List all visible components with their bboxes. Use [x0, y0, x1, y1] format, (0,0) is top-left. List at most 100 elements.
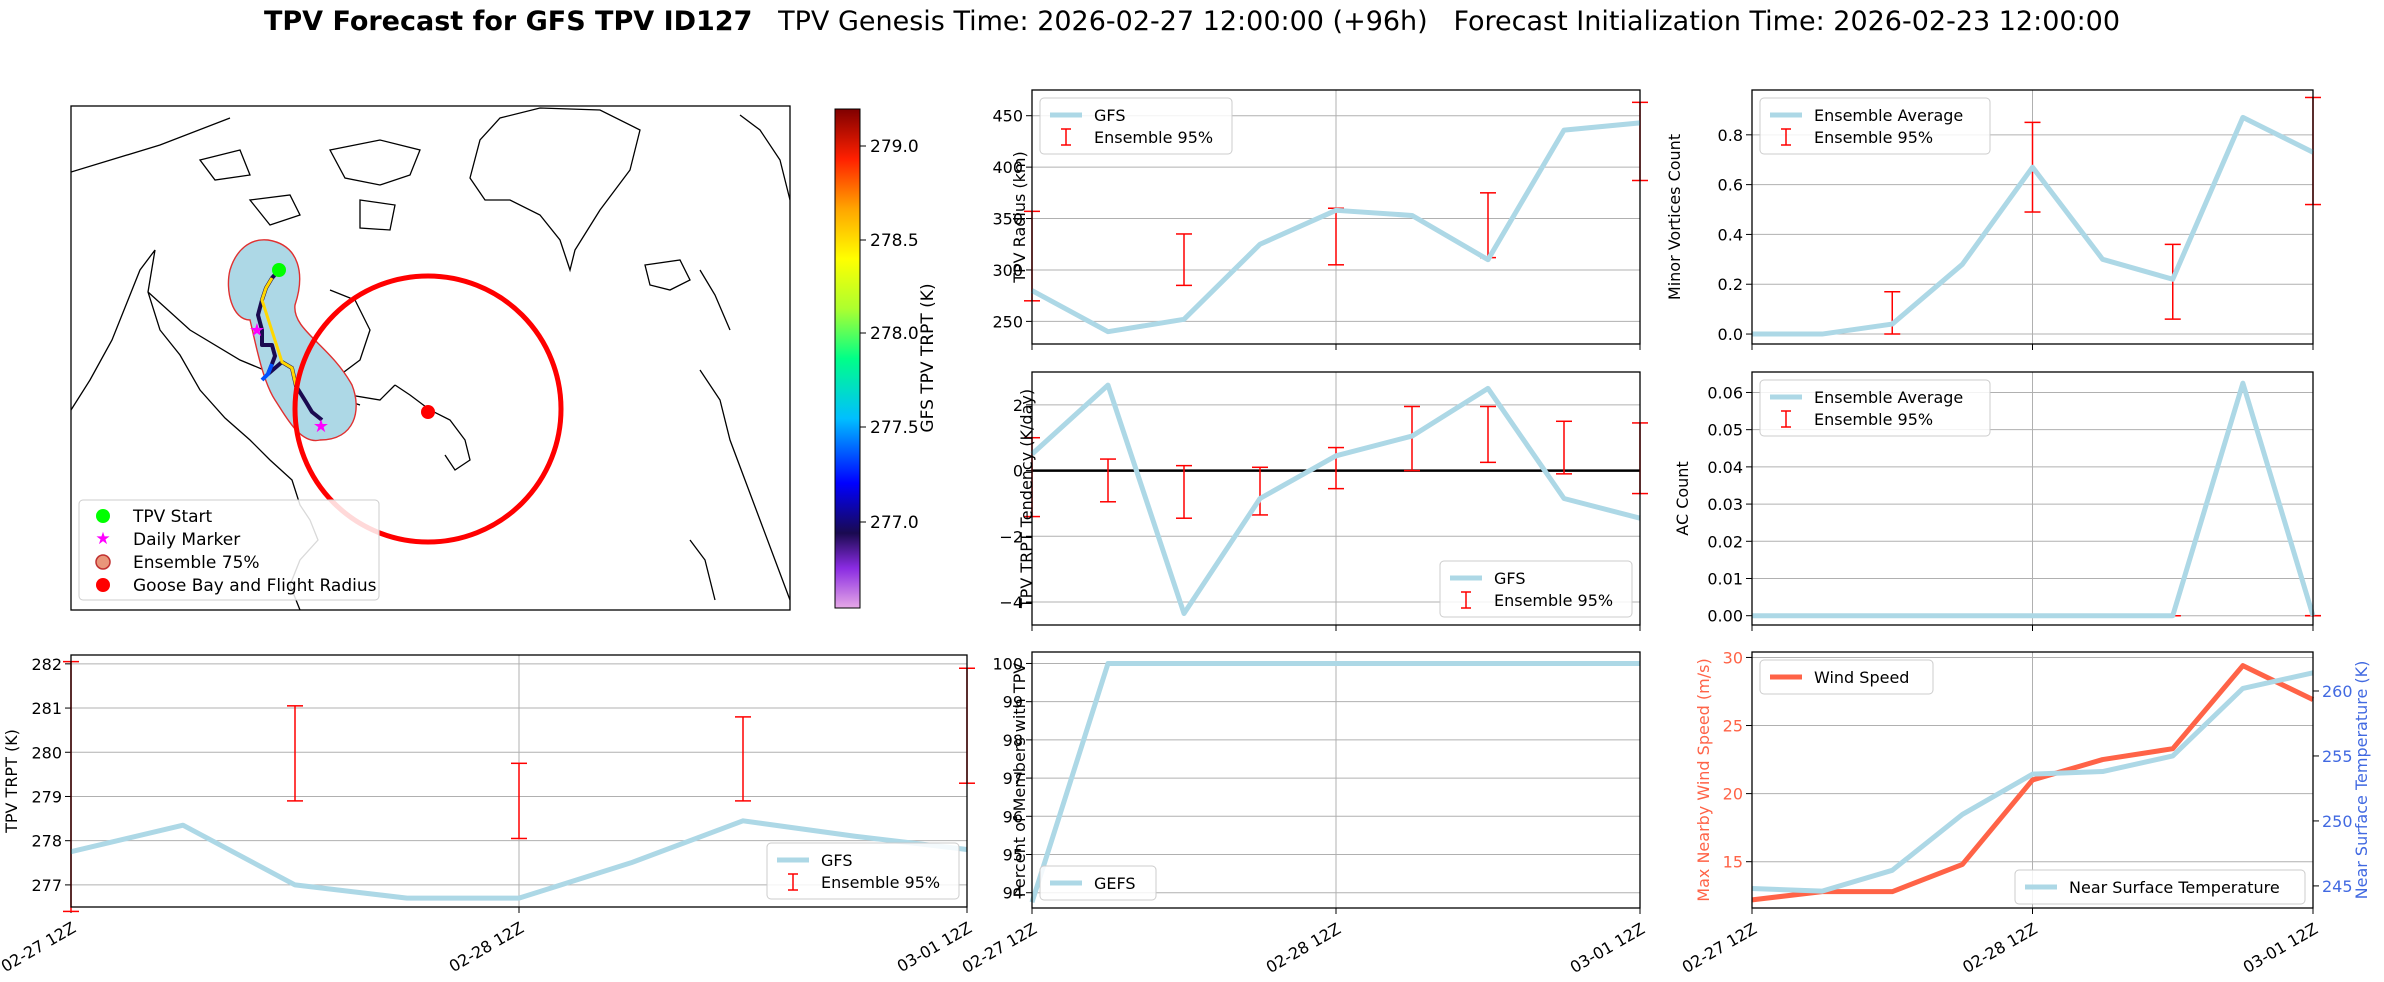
series-line	[1030, 382, 1641, 616]
legend-box	[1759, 97, 1991, 155]
svg-text:★: ★	[95, 529, 110, 549]
coastline-arctic-islands	[198, 139, 421, 231]
legend-label: Ensemble 95%	[1814, 410, 1933, 429]
legend: Ensemble Average Ensemble 95%	[1759, 379, 1991, 437]
y-tick-label: 250	[992, 312, 1023, 331]
y-tick-label: 0.04	[1707, 458, 1743, 477]
colorbar-label: GFS TPV TRPT (K)	[918, 283, 938, 432]
map-frame	[70, 105, 791, 611]
y2-tick-label: 260	[2322, 682, 2353, 701]
coastline-hudson-bay	[329, 289, 396, 401]
y-tick-label: 96	[1003, 807, 1023, 826]
legend-label: Ensemble 95%	[1494, 591, 1613, 610]
x-tick-label: 02-27 12Z	[0, 918, 79, 976]
legend: GFS Ensemble 95%	[1439, 560, 1633, 618]
map-legend-label: Ensemble 75%	[133, 553, 260, 573]
plot-frame	[70, 654, 968, 908]
y-tick-label: 95	[1003, 846, 1023, 865]
y2-axis-label: Near Surface Temperature (K)	[2352, 661, 2371, 900]
y-tick-label: 0.03	[1707, 495, 1743, 514]
y-tick-label: 98	[1003, 731, 1023, 750]
series-line	[1030, 120, 1641, 335]
y-axis-label: TPV TRPT (K)	[2, 729, 21, 834]
y-tick-label: 279	[31, 787, 62, 806]
coastline-europe	[689, 114, 790, 601]
legend-label: GFS	[821, 851, 852, 870]
colorbar-tick-label: 278.0	[870, 324, 919, 344]
x-tick-label: 02-28 12Z	[1263, 919, 1344, 977]
series-line	[1752, 380, 2316, 619]
tpv-track-warm	[260, 277, 298, 387]
y-tick-label: 400	[992, 158, 1023, 177]
y-tick-label: 0.2	[1718, 275, 1743, 294]
legend: GFS Ensemble 95%	[766, 842, 960, 900]
y-tick-label: 0.0	[1718, 325, 1743, 344]
map-panel: ★ ★ ★ TPV Start Daily Marker Ensemble 75…	[70, 105, 938, 611]
series-line	[1751, 670, 2314, 894]
colorbar: 279.0 278.5 278.0 277.5 277.0 GFS TPV TR…	[834, 108, 938, 609]
legend-box	[1439, 560, 1633, 618]
y-tick-label: 0.02	[1707, 532, 1743, 551]
series-line	[1029, 660, 1640, 904]
y-tick-label: 450	[992, 107, 1023, 126]
y-tick-label: 0	[1013, 462, 1023, 481]
y2-tick-label: 250	[2322, 812, 2353, 831]
flight-radius-circle	[292, 273, 564, 545]
legend-label: Near Surface Temperature	[2069, 878, 2280, 897]
x-tick-label: 02-28 12Z	[446, 918, 527, 976]
y-tick-label: 94	[1003, 884, 1023, 903]
y-tick-label: 15	[1723, 853, 1743, 872]
plot-frame	[1031, 371, 1641, 626]
ensemble-75-region	[227, 239, 357, 442]
y-tick-label: 20	[1723, 785, 1743, 804]
goose-bay-marker	[421, 405, 435, 419]
series-line	[70, 818, 968, 901]
legend-label: Ensemble 95%	[1814, 128, 1933, 147]
y-tick-label: 97	[1003, 769, 1023, 788]
legend: Wind Speed	[1759, 659, 1934, 695]
y-tick-label: 350	[992, 210, 1023, 229]
coastline-greenland	[469, 107, 641, 273]
y-tick-label: 280	[31, 743, 62, 762]
y-tick-label: −2	[999, 527, 1023, 546]
colorbar-tick-label: 277.5	[870, 418, 919, 438]
chart-ac: 0.00 0.01 0.02 0.03 0.04 0.05 0.06 AC Count Ense…	[1673, 371, 2321, 631]
colorbar-tick-label: 278.5	[870, 231, 919, 251]
legend-box	[766, 842, 960, 900]
y2-tick-label: 255	[2322, 747, 2353, 766]
map-legend: ★ TPV Start Daily Marker Ensemble 75% Go…	[78, 499, 380, 601]
legend-label: Ensemble Average	[1814, 106, 1963, 125]
legend: Near Surface Temperature	[2014, 869, 2306, 905]
plot-frame	[1031, 89, 1641, 345]
figure-title: TPV Forecast for GFS TPV ID127 TPV Genes…	[0, 6, 2384, 37]
y-tick-label: 0.00	[1707, 607, 1743, 626]
colorbar-tick-label: 277.0	[870, 513, 919, 533]
y-axis-label: TPV TRPT Tendency (K/day)	[1017, 389, 1036, 609]
legend-label: GFS	[1494, 569, 1525, 588]
figure-title-rest: TPV Genesis Time: 2026-02-27 12:00:00 (+…	[778, 6, 2121, 37]
y-axis-label: TPV Radius (km)	[1010, 151, 1029, 284]
y-tick-label: 0.05	[1707, 421, 1743, 440]
coastline-labrador	[394, 384, 471, 471]
y2-tick-label: 245	[2322, 877, 2353, 896]
x-tick-label: 02-28 12Z	[1959, 919, 2040, 977]
tpv-start-marker	[272, 263, 286, 277]
y-tick-label: 30	[1723, 648, 1743, 667]
series-line	[1752, 114, 2315, 337]
tpv-track-cold	[260, 363, 274, 382]
legend-box	[1759, 659, 1934, 695]
map-legend-label: Goose Bay and Flight Radius	[133, 576, 377, 596]
y-axis-label: Percent of Members with TPV	[1010, 663, 1029, 897]
colorbar-tick-label: 279.0	[870, 137, 919, 157]
map-legend-label: Daily Marker	[133, 530, 240, 550]
y-tick-label: 2	[1013, 396, 1023, 415]
y-tick-label: 100	[992, 654, 1023, 673]
y-tick-label: 278	[31, 832, 62, 851]
legend-label: GFS	[1094, 106, 1125, 125]
x-tick-label: 03-01 12Z	[1567, 919, 1648, 977]
legend-box	[1039, 97, 1233, 155]
y-tick-label: 300	[992, 261, 1023, 280]
